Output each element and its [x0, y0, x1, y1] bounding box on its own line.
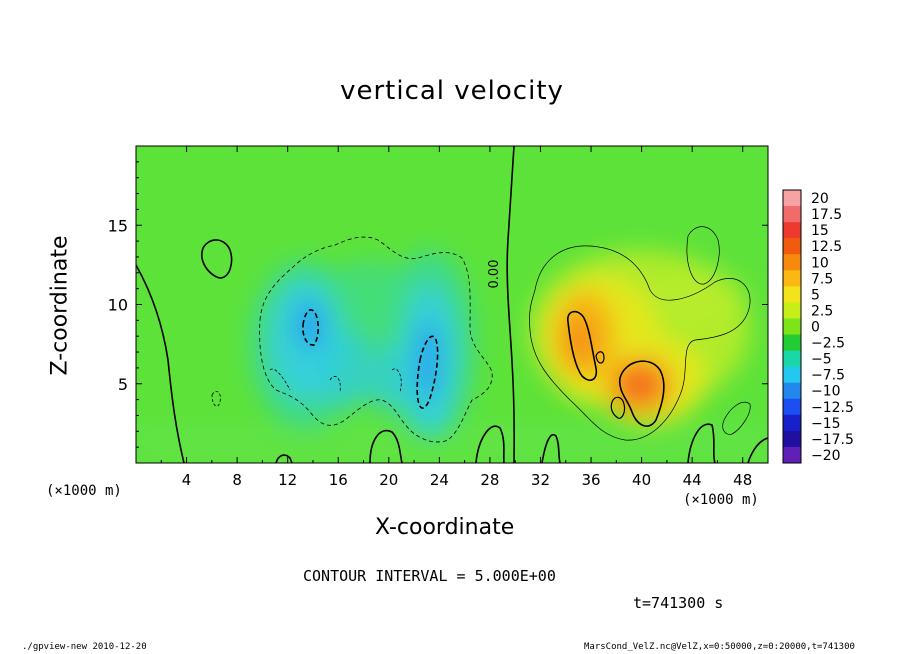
colorbar-label: −15	[811, 416, 841, 432]
x-tick-label: 44	[683, 471, 702, 489]
colorbar-label: 15	[811, 223, 829, 239]
footer-source: MarsCond_VelZ.nc@VelZ,x=0:50000,z=0:2000…	[584, 642, 855, 652]
colorbar-label: −5	[811, 352, 832, 368]
x-tick-label: 12	[278, 471, 297, 489]
colorbar-swatch	[783, 190, 801, 207]
x-tick-label: 28	[480, 471, 499, 489]
colorbar-swatch	[783, 302, 801, 319]
x-tick-label: 32	[531, 471, 550, 489]
x-tick-label: 48	[733, 471, 752, 489]
velocity-field: 0.00	[136, 146, 768, 463]
colorbar-swatch	[783, 238, 801, 255]
colorbar-swatch	[783, 318, 801, 336]
y-tick-label: 5	[118, 375, 128, 394]
colorbar-swatch	[783, 270, 801, 287]
colorbar-swatch	[783, 414, 801, 432]
colorbar-swatch	[783, 334, 801, 352]
contour-zero-label: 0.00	[487, 260, 502, 289]
time-stamp: t=741300 s	[633, 594, 724, 612]
colorbar-swatch	[783, 206, 801, 223]
colorbar-swatch	[783, 430, 801, 448]
colorbar: 2017.51512.5107.552.50−2.5−5−7.5−10−12.5…	[782, 189, 854, 464]
colorbar-label: −10	[811, 384, 841, 400]
colorbar-label: 10	[811, 255, 829, 271]
x-axis-label: X-coordinate	[375, 515, 515, 540]
colorbar-label: −12.5	[811, 400, 854, 416]
x-tick-label: 16	[329, 471, 348, 489]
x-unit-label-right: (×1000 m)	[683, 492, 759, 508]
contour-interval-text: CONTOUR INTERVAL = 5.000E+00	[303, 567, 556, 585]
colorbar-label: 5	[811, 287, 820, 303]
colorbar-label: 20	[811, 191, 829, 207]
downdraft-region	[250, 250, 475, 440]
colorbar-label: −2.5	[811, 336, 845, 352]
colorbar-swatch	[783, 222, 801, 239]
colorbar-swatch	[783, 446, 801, 464]
x-tick-label: 4	[182, 471, 192, 489]
colorbar-label: −7.5	[811, 368, 845, 384]
colorbar-label: 12.5	[811, 239, 842, 255]
colorbar-swatch	[783, 382, 801, 400]
x-tick-label: 8	[232, 471, 242, 489]
colorbar-label: 0	[811, 320, 820, 336]
contour-lines	[136, 146, 768, 463]
colorbar-label: 17.5	[811, 207, 842, 223]
colorbar-swatch	[783, 366, 801, 384]
y-tick-label: 15	[108, 216, 128, 235]
updraft-region	[530, 250, 750, 425]
colorbar-swatch	[783, 398, 801, 416]
colorbar-swatch	[783, 286, 801, 303]
chart-title: vertical velocity	[340, 76, 564, 106]
colorbar-swatch	[783, 350, 801, 368]
x-tick-label: 24	[430, 471, 449, 489]
x-tick-label: 36	[581, 471, 600, 489]
x-tick-label: 40	[632, 471, 651, 489]
colorbar-label: −17.5	[811, 432, 854, 448]
y-axis-label: Z-coordinate	[47, 235, 73, 376]
colorbar-label: 7.5	[811, 271, 833, 287]
colorbar-swatch	[783, 254, 801, 271]
colorbar-label: −20	[811, 448, 841, 464]
y-tick-label: 10	[108, 296, 128, 315]
x-unit-label-left: (×1000 m)	[46, 483, 122, 499]
colorbar-label: 2.5	[811, 303, 833, 319]
x-tick-label: 20	[379, 471, 398, 489]
footer-program-date: ./gpview-new 2010-12-20	[22, 642, 147, 652]
colorbar-frame	[782, 189, 802, 464]
